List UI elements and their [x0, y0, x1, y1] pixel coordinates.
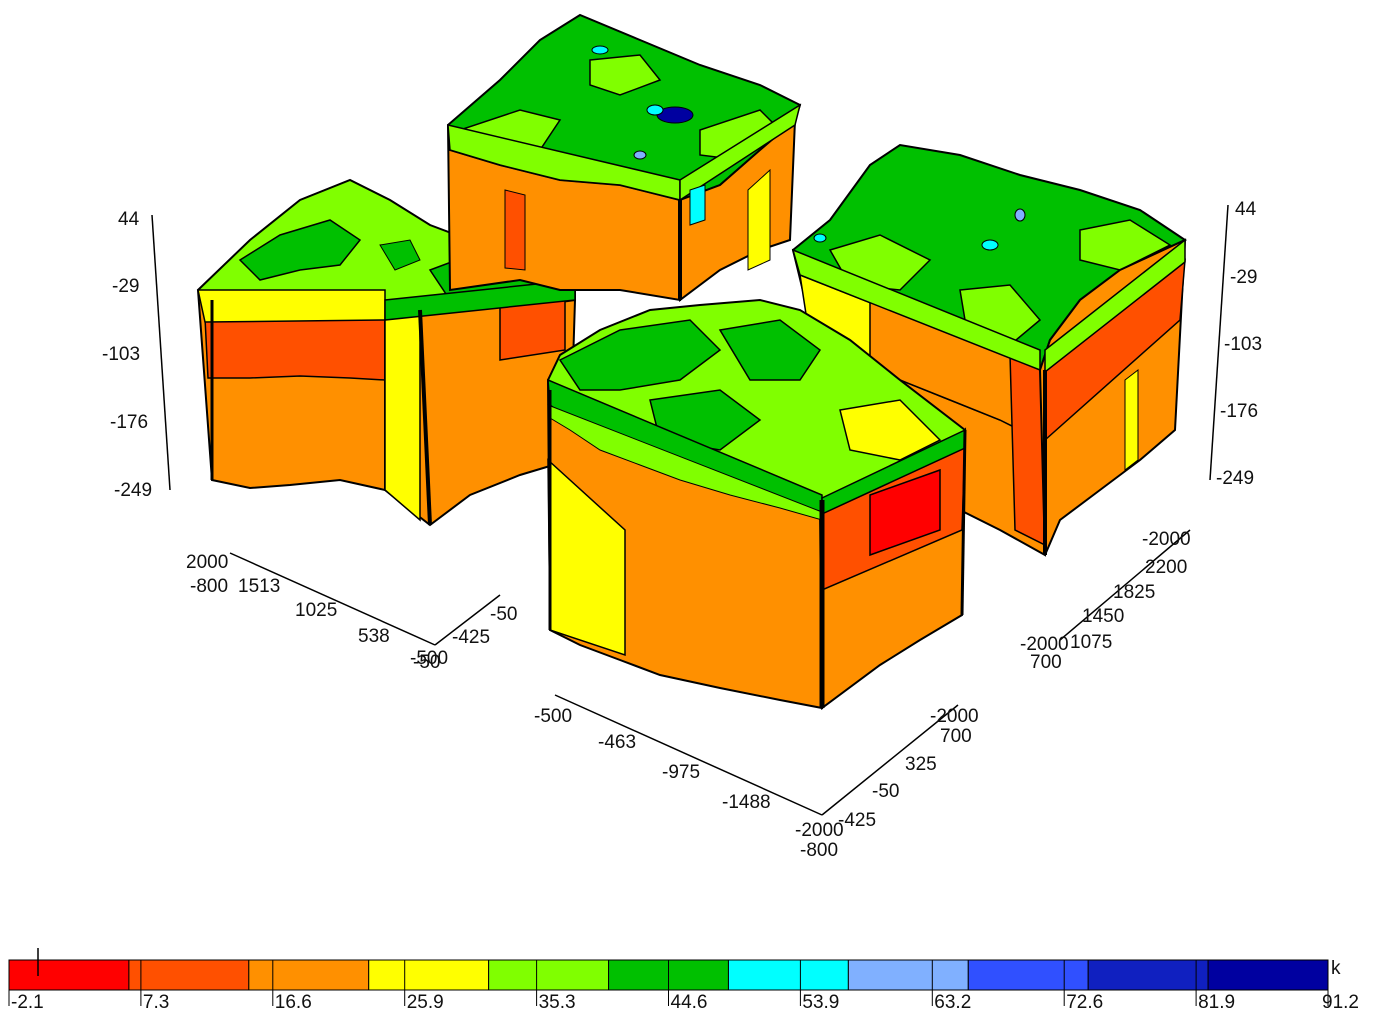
left-block-y-axis: -50 -425 -500: [410, 594, 517, 669]
right-z-tick: -176: [1220, 401, 1258, 422]
axis-tick: 1513: [238, 576, 280, 597]
colorbar-swatch: [967, 959, 1089, 991]
right-block-pool: [813, 233, 827, 243]
colorbar-tick-label: 16.6: [275, 992, 312, 1013]
back-block-surface-patch: [589, 54, 662, 96]
colorbar-tick-label: 44.6: [671, 992, 708, 1013]
axis-tick: -425: [452, 627, 490, 648]
right-block-pool: [1014, 208, 1026, 222]
back-block-cyan-column: [689, 184, 706, 226]
colorbar-swatch: [1087, 959, 1209, 991]
left-block-red-band: [204, 317, 386, 381]
right-block-side-rim: [1044, 238, 1186, 374]
colorbar-swatch: [1207, 959, 1329, 991]
left-z-tick: -103: [102, 344, 140, 365]
left-z-tick: -176: [110, 412, 148, 433]
axis-tick: 325: [905, 754, 937, 775]
colorbar-swatch: [248, 959, 370, 991]
left-z-tick: -249: [114, 480, 152, 501]
left-block-yellow-band: [197, 289, 386, 323]
colorbar-tick-label: -2.1: [11, 992, 44, 1013]
colorbar-tick-label: 35.3: [539, 992, 576, 1013]
back-block-side-face: [679, 117, 797, 302]
axis-tick: 700: [1030, 652, 1062, 673]
axis-tick: -2000: [1020, 634, 1069, 655]
back-block-red-column: [504, 189, 526, 271]
right-z-tick: -29: [1230, 267, 1257, 288]
colorbar-unit: k: [1331, 958, 1341, 979]
right-z-tick: -103: [1224, 334, 1262, 355]
axis-tick: -50: [413, 652, 440, 673]
colorbar-tick-label: 7.3: [143, 992, 169, 1013]
axis-tick: -1488: [722, 792, 771, 813]
front-block: [546, 298, 967, 710]
axis-tick: -2000: [930, 706, 979, 727]
back-block-pool: [646, 104, 664, 116]
axis-tick: 700: [940, 726, 972, 747]
axis-tick: 2200: [1145, 557, 1187, 578]
back-block-side-rim: [679, 103, 802, 202]
axis-tick: 1075: [1070, 632, 1112, 653]
axis-tick: -50: [490, 604, 517, 625]
axis-tick: -425: [838, 810, 876, 831]
axis-tick: 2000: [186, 552, 228, 573]
colorbar-swatch: [8, 959, 130, 991]
colorbar-tick-label: 72.6: [1066, 992, 1103, 1013]
left-block-red-patch: [499, 299, 566, 361]
right-block-surface-patch: [959, 284, 1042, 346]
right-block: [791, 143, 1188, 557]
colorbar-tick-label: 53.9: [802, 992, 839, 1013]
right-z-tick: -249: [1216, 468, 1254, 489]
axis-tick: -2000: [1142, 529, 1191, 550]
colorbar-swatch: [727, 959, 849, 991]
left-z-axis: 44 -29 -103 -176 -249: [102, 209, 171, 501]
axis-tick: -2000: [795, 820, 844, 841]
right-block-y-axis: -2000 2200 1825 1450 1075 -2000 700: [1020, 529, 1191, 673]
front-block-surface-patch: [718, 319, 822, 381]
colorbar-tick-label: 81.9: [1198, 992, 1235, 1013]
left-block-surface-patch: [379, 239, 421, 271]
back-block-yellow-column: [747, 168, 771, 271]
axis-tick: -500: [410, 648, 448, 669]
colorbar: -2.1 7.3 16.6 25.9 35.3 44.6 53.9 63.2 72.6 81.9 9…: [8, 948, 1359, 1013]
axis-tick: -463: [598, 732, 636, 753]
right-z-axis: 44 -29 -103 -176 -249: [1209, 199, 1262, 489]
left-z-tick: 44: [118, 209, 140, 230]
right-block-pool: [981, 239, 999, 251]
axis-tick: 1450: [1082, 606, 1124, 627]
colorbar-swatch: [847, 959, 969, 991]
axis-tick: -500: [534, 706, 572, 727]
right-block-yellow-column: [1124, 368, 1139, 472]
axis-tick: -975: [662, 762, 700, 783]
colorbar-tick-label: 91.2: [1322, 992, 1359, 1013]
axis-tick: 1825: [1113, 582, 1155, 603]
axis-tick: -800: [800, 840, 838, 861]
colorbar-swatch: [368, 959, 490, 991]
front-block-y-axis: -2000 700 325 -50 -425: [821, 704, 979, 831]
back-block: [446, 13, 802, 302]
right-z-tick: 44: [1235, 199, 1257, 220]
left-block-yellow-column: [384, 309, 421, 522]
colorbar-tick-label: 25.9: [407, 992, 444, 1013]
back-block-pool: [633, 150, 647, 160]
colorbar-swatch: [488, 959, 610, 991]
front-block-surface-patch: [839, 399, 942, 461]
axis-tick: 538: [358, 626, 390, 647]
axis-tick: -50: [872, 781, 899, 802]
front-block-x-axis: -500 -463 -975 -1488 -2000 -800: [534, 694, 844, 861]
front-block-red-patch: [869, 468, 941, 557]
left-block-green-rim: [384, 279, 576, 321]
left-block-x-axis: 2000 1513 1025 538 -50 -800: [186, 552, 440, 673]
colorbar-tick-label: 63.2: [934, 992, 971, 1013]
left-block-surface-patch: [238, 219, 362, 281]
axis-tick: -800: [190, 576, 228, 597]
colorbar-swatch: [128, 959, 250, 991]
front-block-surface-patch: [558, 319, 722, 391]
back-block-pool: [591, 45, 609, 55]
axis-tick: 1025: [295, 600, 337, 621]
left-z-tick: -29: [112, 276, 139, 297]
